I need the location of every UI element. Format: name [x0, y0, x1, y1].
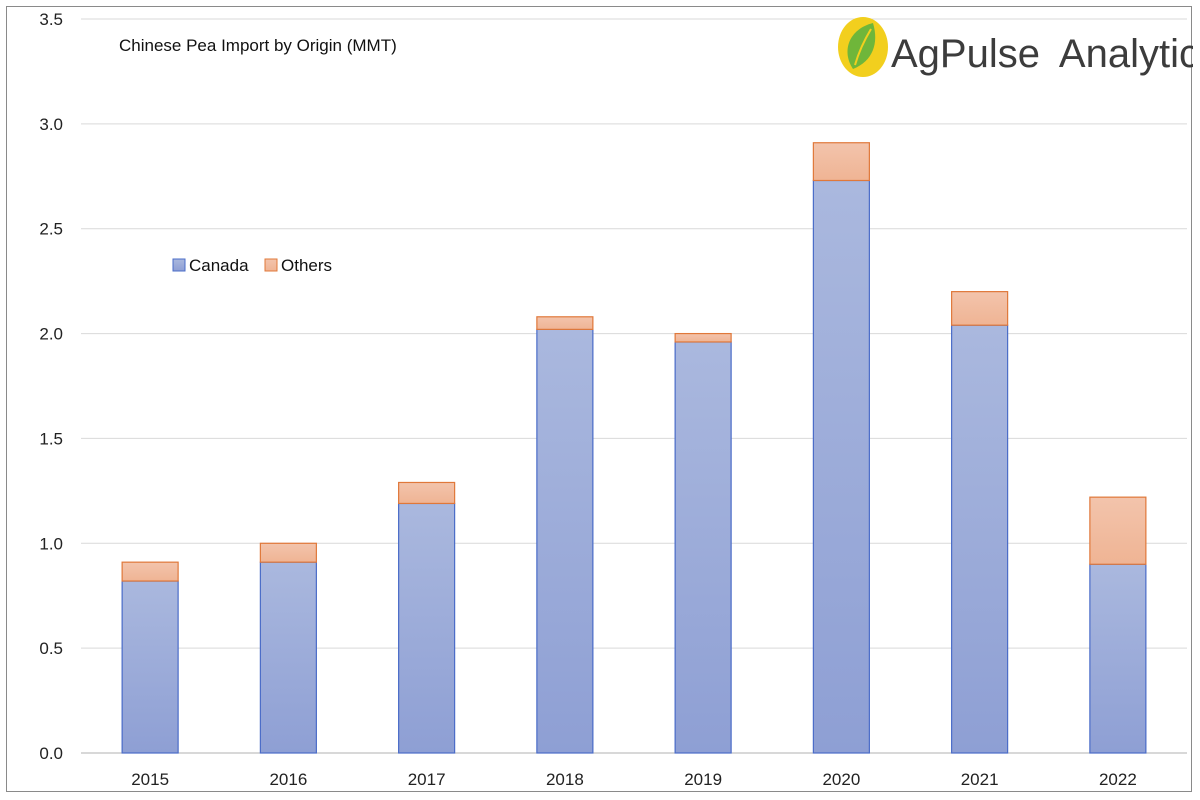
logo-wordmark: AgPulse Analytica: [891, 32, 1193, 76]
logo-brand-secondary: Analytica: [1059, 32, 1193, 76]
bar-canada-2016: [259, 561, 317, 754]
bar-others-2022: [1089, 496, 1147, 565]
agpulse-logo: AgPulse Analytica: [838, 17, 1193, 77]
bar-others-2019: [674, 332, 732, 343]
x-tick-label: 2021: [961, 770, 999, 789]
legend-label-others: Others: [281, 256, 332, 275]
chart-frame: 0.0 0.5 1.0 1.5 2.0 2.5 3.0 3.5 2015 2016 2017 201…: [6, 6, 1193, 792]
y-tick-label: 0.0: [39, 744, 63, 763]
y-tick-label: 3.0: [39, 115, 63, 134]
chart-svg: 0.00.51.01.52.02.53.03.5 2015 2016 2017 201…: [39, 10, 1193, 789]
bar-others-2021: [951, 291, 1009, 326]
bar-canada-2020: [812, 179, 870, 754]
leaf-vein-icon: [854, 28, 872, 66]
y-tick-label: 2.0: [39, 325, 63, 344]
bar-others-2016: [259, 542, 317, 563]
legend-swatch-canada: [172, 258, 186, 272]
legend: Canada Others: [172, 256, 332, 275]
legend-label-canada: Canada: [189, 256, 249, 275]
x-tick-label: 2020: [822, 770, 860, 789]
x-tick-label: 2022: [1099, 770, 1137, 789]
bar-canada-2019: [674, 341, 732, 754]
bar-others-2015: [121, 561, 179, 582]
bar-canada-2022: [1089, 563, 1147, 754]
x-tick-label: 2016: [269, 770, 307, 789]
x-tick-label: 2019: [684, 770, 722, 789]
bar-canada-2021: [951, 324, 1009, 754]
y-tick-label: 3.5: [39, 10, 63, 29]
y-tick-label: 1.0: [39, 534, 63, 553]
bar-canada-2017: [398, 502, 456, 754]
gridlines: [81, 18, 1187, 754]
x-tick-label: 2015: [131, 770, 169, 789]
y-tick-label: 1.5: [39, 429, 63, 448]
x-axis-ticks: 2015 2016 2017 2018 2019 2020 2021 2022: [131, 770, 1137, 789]
bar-others-2018: [536, 316, 594, 330]
bars: [121, 142, 1147, 754]
y-axis-ticks: 0.0 0.5 1.0 1.5 2.0 2.5 3.0 3.5: [39, 10, 63, 763]
x-tick-label: 2018: [546, 770, 584, 789]
x-tick-label: 2017: [408, 770, 446, 789]
bar-others-2017: [398, 481, 456, 505]
chart-title: Chinese Pea Import by Origin (MMT): [119, 36, 397, 55]
legend-swatch-others: [264, 258, 278, 272]
bar-canada-2015: [121, 580, 179, 754]
y-tick-label: 0.5: [39, 639, 63, 658]
logo-brand-primary: AgPulse: [891, 32, 1040, 76]
bar-canada-2018: [536, 328, 594, 754]
bar-others-2020: [812, 142, 870, 182]
y-tick-label: 2.5: [39, 220, 63, 239]
